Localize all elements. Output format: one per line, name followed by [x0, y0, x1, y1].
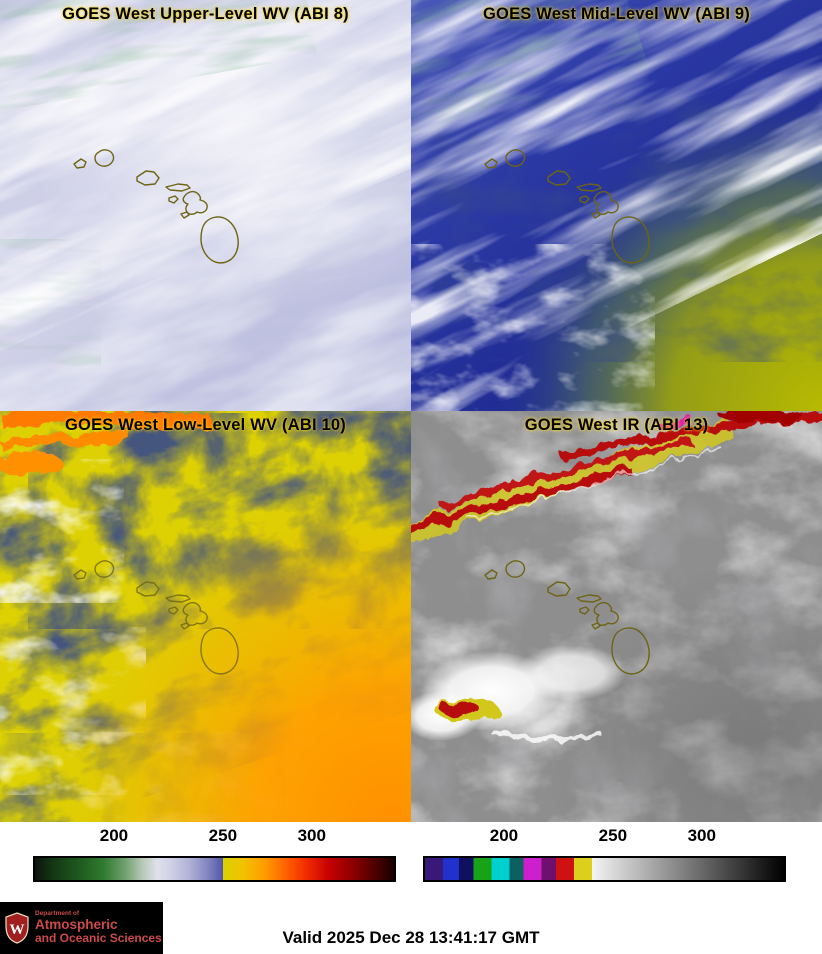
colorbar-wv [33, 856, 396, 882]
colorbar-ir [423, 856, 786, 882]
logo-dept-line: Department of [35, 910, 80, 918]
colorbar-tick-200: 200 [99, 826, 129, 845]
logo-line2: and Oceanic Sciences [35, 931, 162, 946]
satellite-image-abi10 [0, 411, 411, 822]
footer: W Department of Atmospheric and Oceanic … [0, 896, 822, 954]
moist-warm-streaks [0, 411, 211, 475]
panel-low-level-wv: GOES West Low-Level WV (ABI 10) [0, 411, 411, 822]
panel-title-abi9: GOES West Mid-Level WV (ABI 9) [483, 5, 750, 23]
colorbar-tick-200: 200 [489, 826, 519, 845]
colorbar-tick-300: 300 [687, 826, 716, 845]
panel-upper-level-wv: GOES West Upper-Level WV (ABI 8) [0, 0, 411, 411]
colorbar-tick-300: 300 [297, 826, 326, 845]
satellite-image-abi8 [0, 0, 411, 411]
crest-letter: W [10, 922, 25, 938]
colorbar-ticks-ir: 200 250 300 [423, 826, 786, 850]
satellite-image-abi13 [411, 411, 822, 822]
panel-ir: GOES West IR (ABI 13) [411, 411, 822, 822]
logo-text: Department of Atmospheric and Oceanic Sc… [35, 910, 162, 946]
colorbar-tick-250: 250 [598, 826, 628, 845]
satellite-image-abi9 [411, 0, 822, 411]
aos-department-logo: W Department of Atmospheric and Oceanic … [0, 902, 163, 954]
colorbar-ticks-wv: 200 250 300 [33, 826, 396, 850]
colorbar-block-ir: 200 250 300 [411, 822, 822, 896]
colorbar-row: 200 250 300 200 250 300 [0, 822, 822, 896]
panel-mid-level-wv: GOES West Mid-Level WV (ABI 9) [411, 0, 822, 411]
uw-crest-icon: W [5, 912, 29, 944]
panel-title-abi10: GOES West Low-Level WV (ABI 10) [65, 416, 346, 434]
cold-cloud-top-streaks [411, 411, 822, 545]
cold-cloud-blob [434, 697, 602, 742]
valid-time-label: Valid 2025 Dec 28 13:41:17 GMT [282, 928, 540, 947]
logo-line1: Atmospheric [35, 917, 118, 933]
colorbar-tick-250: 250 [208, 826, 238, 845]
colorbar-block-wv: 200 250 300 [0, 822, 411, 896]
satellite-panel-grid: GOES West Upper-Level WV (ABI 8) GOES We… [0, 0, 822, 822]
panel-title-abi13: GOES West IR (ABI 13) [524, 416, 709, 434]
panel-title-abi8: GOES West Upper-Level WV (ABI 8) [62, 5, 349, 23]
